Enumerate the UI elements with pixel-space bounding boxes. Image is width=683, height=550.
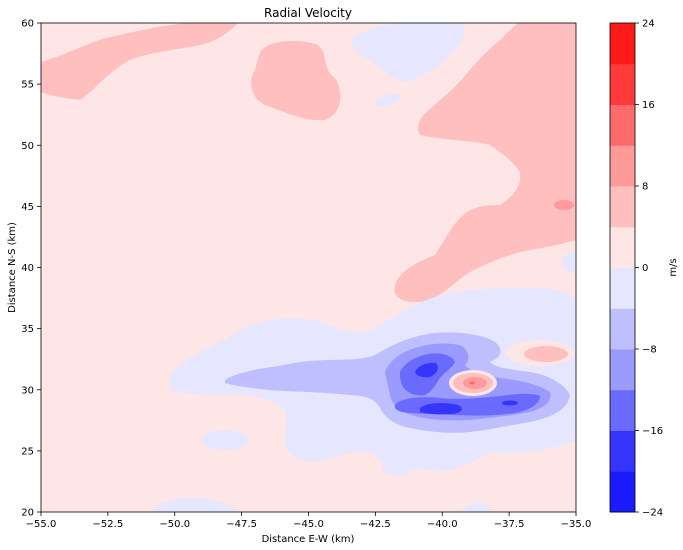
plot-area xyxy=(41,23,576,512)
colorbar-level-swatch xyxy=(610,104,635,146)
colorbar xyxy=(610,23,635,513)
colorbar-label: m/s xyxy=(668,258,679,276)
colorbar-tick-label: 16 xyxy=(642,100,655,111)
colorbar-level-swatch xyxy=(610,226,635,268)
y-axis: 20 25 30 35 40 45 50 55 60 xyxy=(21,19,41,519)
contour-core-inbound-16-20-south xyxy=(420,403,462,415)
colorbar-tick-label: 8 xyxy=(642,182,648,193)
x-axis-label: Distance E-W (km) xyxy=(262,534,355,545)
contour-region-east xyxy=(394,23,576,303)
y-tick-label: 20 xyxy=(21,508,34,519)
contour-region-bottom-blue xyxy=(150,497,491,512)
contour-region-north-blue xyxy=(351,23,465,82)
y-tick-label: 25 xyxy=(21,446,34,457)
chart-title: Radial Velocity xyxy=(264,6,352,20)
y-axis-label: Distance N-S (km) xyxy=(7,222,18,313)
colorbar-tick-label: −8 xyxy=(642,345,657,356)
x-tick-label: −50.0 xyxy=(159,519,190,530)
contour-region-north-center xyxy=(251,40,341,121)
x-axis: −55.0 −52.5 −50.0 −47.5 −45.0 −42.5 −40.0 −37.5… xyxy=(26,512,592,530)
colorbar-tick-label: −24 xyxy=(642,508,663,519)
contour-core-inbound-16-20 xyxy=(415,362,438,378)
y-tick-label: 40 xyxy=(21,263,34,274)
colorbar-level-swatch xyxy=(610,23,635,65)
colorbar-tick-label: −16 xyxy=(642,426,663,437)
x-tick-label: −35.0 xyxy=(561,519,592,530)
colorbar-tick-label: 24 xyxy=(642,19,655,30)
contour-blob-southwest xyxy=(201,430,249,450)
colorbar-level-swatch xyxy=(610,349,635,391)
y-tick-label: 60 xyxy=(21,19,34,30)
y-tick-label: 35 xyxy=(21,324,34,335)
y-tick-label: 45 xyxy=(21,202,34,213)
x-tick-label: −37.5 xyxy=(494,519,525,530)
colorbar-level-swatch xyxy=(610,430,635,472)
x-tick-label: −52.5 xyxy=(93,519,124,530)
contour-core-inbound-16-20-east xyxy=(502,400,518,406)
contour-blob-east-edge xyxy=(562,252,576,272)
colorbar-level-swatch xyxy=(610,186,635,228)
y-tick-label: 55 xyxy=(21,80,34,91)
x-tick-label: −40.0 xyxy=(427,519,458,530)
x-tick-label: −42.5 xyxy=(360,519,391,530)
colorbar-level-swatch xyxy=(610,267,635,309)
y-tick-label: 50 xyxy=(21,141,34,152)
colorbar-level-swatch xyxy=(610,389,635,431)
colorbar-level-swatch xyxy=(610,63,635,105)
contour-outbound-couplet-peak xyxy=(469,381,475,385)
colorbar-level-swatch xyxy=(610,145,635,187)
x-tick-label: −47.5 xyxy=(226,519,257,530)
y-tick-label: 30 xyxy=(21,385,34,396)
contour-blob-north-small xyxy=(374,93,402,107)
colorbar-level-swatch xyxy=(610,471,635,513)
colorbar-level-swatch xyxy=(610,308,635,350)
colorbar-tick-label: 0 xyxy=(642,263,648,274)
x-tick-label: −45.0 xyxy=(293,519,324,530)
contour-spot-east-8-12 xyxy=(554,200,574,210)
contour-outbound-east-spot xyxy=(524,346,568,362)
colorbar-ticks: −24 −16 −8 0 8 16 24 xyxy=(635,19,663,519)
contour-region-northwest xyxy=(41,23,239,100)
x-tick-label: −55.0 xyxy=(26,519,57,530)
